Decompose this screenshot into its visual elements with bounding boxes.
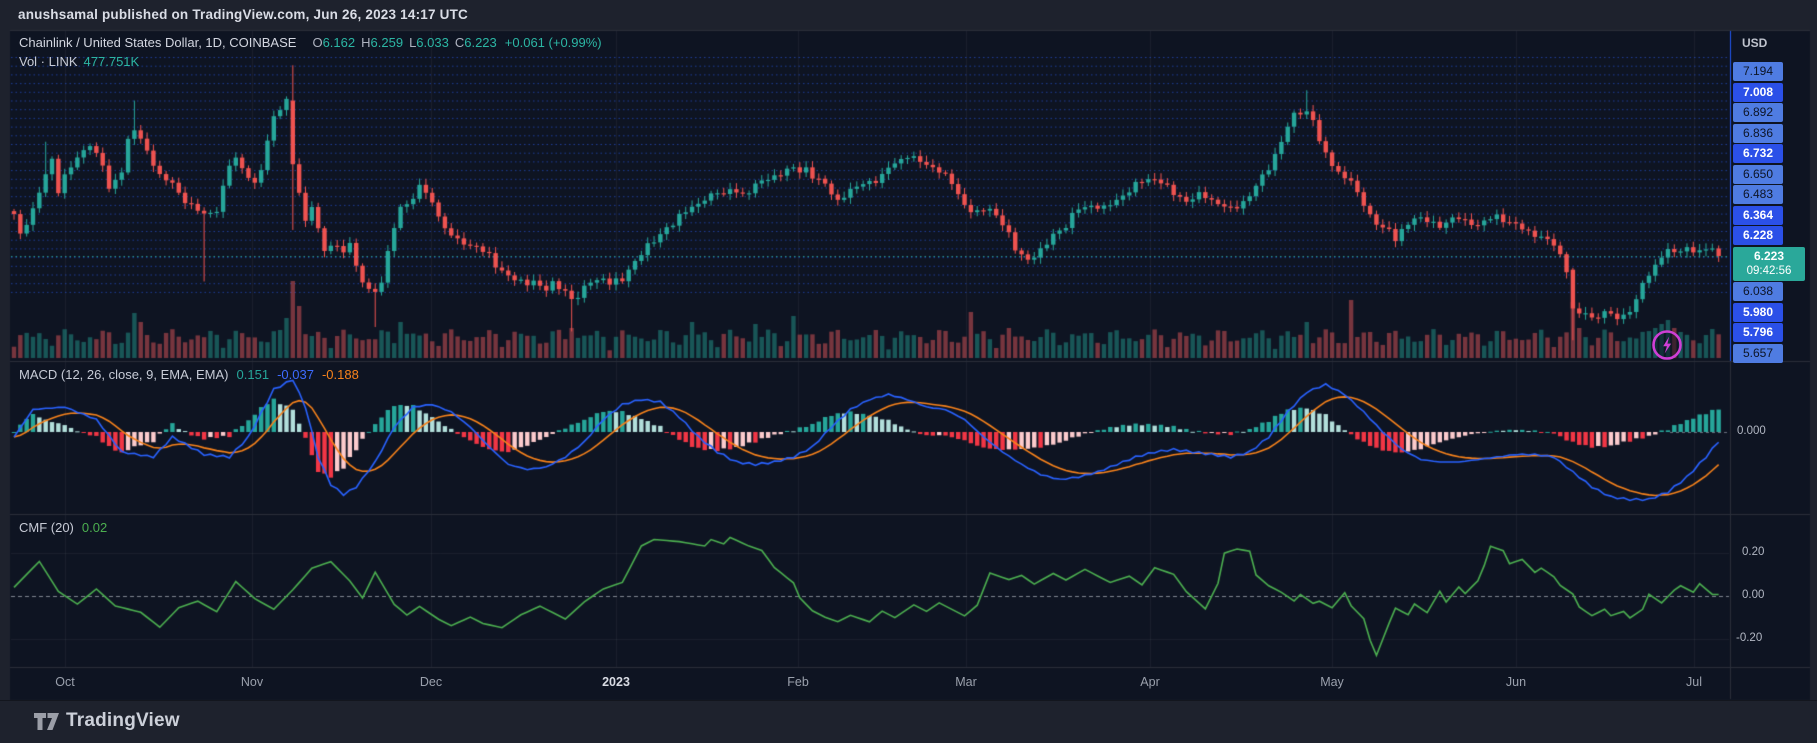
current-price-label: 6.223 09:42:56 [1733,246,1805,281]
price-level-label: 6.364 [1733,205,1783,225]
macd-zero-axis-label: 0.000 [1737,425,1766,437]
cmf-axis-label-zero: 0.00 [1742,589,1765,601]
low-label: L [409,35,417,50]
close-label: C [454,35,465,50]
price-level-label: 5.980 [1733,302,1783,322]
price-level-label: 7.008 [1733,82,1783,102]
macd-line-value: -0.037 [277,367,314,382]
publish-header: anushsamal published on TradingView.com,… [18,7,468,22]
time-axis-label: Nov [240,675,264,689]
countdown-timer: 09:42:56 [1746,264,1792,277]
flash-button[interactable] [1650,328,1684,362]
publish-text: anushsamal published on TradingView.com,… [18,7,468,22]
high-label: H [361,35,371,50]
close-value: 6.223 [464,35,497,50]
cmf-title[interactable]: CMF (20) [19,520,74,535]
time-axis-label: Mar [955,675,977,689]
tradingview-brand[interactable]: TradingView [66,710,180,731]
symbol-legend[interactable]: Chainlink / United States Dollar, 1D, CO… [19,35,602,50]
cmf-axis-label-low: -0.20 [1736,632,1763,644]
time-axis-label: Jun [1505,675,1527,689]
macd-title[interactable]: MACD (12, 26, close, 9, EMA, EMA) [19,367,229,382]
time-scale[interactable]: Oct Nov Dec 2023 Feb Mar Apr May Jun Jul [0,669,1810,699]
time-axis-label: Apr [1140,675,1160,689]
macd-legend[interactable]: MACD (12, 26, close, 9, EMA, EMA) 0.151 -0… [19,367,359,382]
time-axis-label: Dec [419,675,443,689]
cmf-value: 0.02 [81,520,108,535]
price-level-label: 5.657 [1733,343,1783,363]
price-level-label: 6.732 [1733,144,1783,163]
time-axis-label: 2023 [602,675,630,689]
volume-label: Vol · LINK [19,54,78,69]
open-label: O [312,35,323,50]
price-level-label: 6.892 [1733,103,1783,122]
price-level-label: 7.194 [1733,62,1783,81]
price-level-label: 6.483 [1733,185,1783,204]
price-level-label: 6.038 [1733,282,1783,301]
current-price-value: 6.223 [1753,248,1785,263]
cmf-axis-label-high: 0.20 [1742,546,1765,558]
currency-label: USD [1742,36,1768,50]
macd-hist-value: 0.151 [236,367,270,382]
open-value: 6.162 [322,35,356,50]
price-scale[interactable]: 7.194 7.008 6.892 6.836 6.732 6.650 6.483 6.364… [1733,0,1817,700]
lightning-icon [1652,330,1682,360]
low-value: 6.033 [416,35,449,50]
time-axis-label: Jul [1686,675,1702,689]
symbol-title[interactable]: Chainlink / United States Dollar, 1D, CO… [19,35,297,50]
volume-value: 477.751K [83,54,140,69]
time-axis-label: May [1320,675,1344,689]
change-value: +0.061 (+0.99%) [504,35,602,50]
price-level-label: 5.796 [1733,323,1783,342]
cmf-legend[interactable]: CMF (20) 0.02 [19,520,107,535]
time-axis-label: Feb [787,675,809,689]
price-level-label: 6.228 [1733,226,1783,245]
volume-legend[interactable]: Vol · LINK 477.751K [19,54,139,69]
time-axis-label: Oct [55,675,75,689]
price-level-label: 6.836 [1733,123,1783,143]
footer-bar: TradingView [0,700,1817,743]
price-level-label: 6.650 [1733,164,1783,184]
tradingview-logo-icon[interactable] [34,713,60,731]
macd-signal-value: -0.188 [321,367,359,382]
high-value: 6.259 [370,35,404,50]
